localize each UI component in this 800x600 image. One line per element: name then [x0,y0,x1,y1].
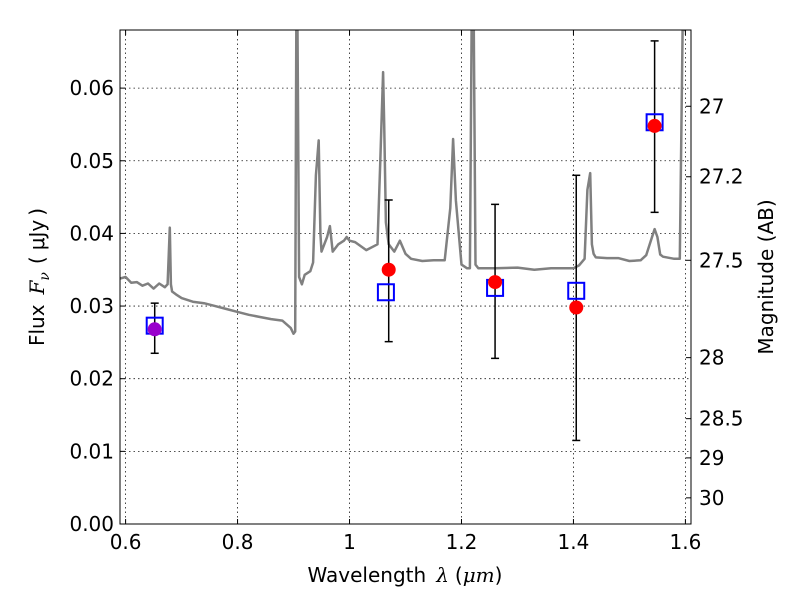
y-axis-label: FluxFν(μJy) [25,208,53,346]
observed-flux-point [488,275,503,290]
y2-tick-label: 27.2 [699,165,744,189]
x-tick-label: 1.2 [446,530,478,554]
x-tick-label: 1 [343,530,356,554]
x-axis: 0.6 0.8 1 1.2 1.4 1.6 [110,30,701,554]
observed-flux-point [381,262,396,277]
x-tick-label: 0.8 [222,530,254,554]
model-spectrum-layer [120,30,686,335]
y2-axis-magnitude: 27 27.2 27.5 28 28.5 29 30 [686,94,744,510]
y2-tick-label: 30 [699,486,724,510]
photometry-markers-layer [145,113,664,337]
y-tick-label: 0.02 [69,367,114,391]
plot-frame [119,29,692,525]
y2-tick-label: 28 [699,346,724,370]
y-tick-label: 0.06 [69,76,114,100]
x-tick-label: 1.4 [558,530,590,554]
y2-tick-label: 27 [699,94,724,118]
x-axis-label: Wavelength λ (μm) [308,563,503,587]
y2-tick-label: 27.5 [699,248,744,272]
y2-tick-label: 28.5 [699,407,744,431]
observed-flux-point [647,118,662,133]
x-tick-label: 0.6 [110,530,142,554]
model-photometry-square [567,281,586,300]
x-tick-label: 1.6 [669,530,701,554]
y-tick-label: 0.03 [69,294,114,318]
y-tick-label: 0.00 [69,512,114,536]
error-bars-layer [150,40,659,442]
observed-flux-point [147,322,162,337]
model-photometry-square [376,283,395,302]
y-tick-label: 0.04 [69,221,114,245]
y-axis: 0.00 0.01 0.02 0.03 0.04 0.05 0.06 [69,76,125,536]
y-tick-label: 0.01 [69,439,114,463]
y2-axis-label: Magnitude (AB) [754,199,778,354]
model-spectrum-line [120,30,686,335]
y-tick-label: 0.05 [69,149,114,173]
grid-lines [120,30,691,524]
y2-tick-label: 29 [699,446,724,470]
observed-flux-point [569,300,584,315]
